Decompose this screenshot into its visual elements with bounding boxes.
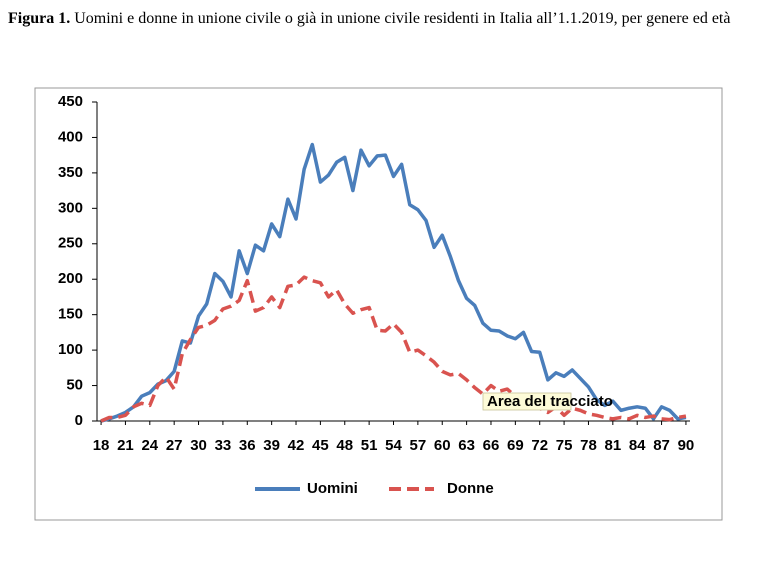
x-tick-label: 72 <box>531 437 548 454</box>
x-tick-label: 24 <box>141 437 158 454</box>
y-tick-label: 300 <box>58 199 83 216</box>
x-tick-label: 39 <box>263 437 280 454</box>
y-tick-label: 450 <box>58 93 83 110</box>
data-line <box>100 142 687 423</box>
x-tick-label: 57 <box>410 437 427 454</box>
x-tick-label: 27 <box>166 437 183 454</box>
tooltip-box <box>482 392 572 411</box>
data-line <box>100 275 687 423</box>
x-tick-label: 30 <box>190 437 207 454</box>
y-tick-label: 100 <box>58 341 83 358</box>
x-tick-label: 18 <box>93 437 110 454</box>
x-tick-label: 75 <box>556 437 573 454</box>
y-tick-label: 200 <box>58 270 83 287</box>
x-tick-label: 90 <box>678 437 695 454</box>
x-tick-label: 63 <box>458 437 475 454</box>
x-tick-label: 51 <box>361 437 378 454</box>
y-tick-label: 0 <box>75 412 83 429</box>
chart-title: Uomini e donne in unione civile o già in… <box>74 10 731 27</box>
x-tick-label: 45 <box>312 437 329 454</box>
x-tick-label: 81 <box>604 437 621 454</box>
x-tick-label: 36 <box>239 437 256 454</box>
chart-frame <box>34 87 723 521</box>
x-tick-label: 66 <box>483 437 500 454</box>
x-tick-label: 87 <box>653 437 670 454</box>
x-tick-label: 78 <box>580 437 597 454</box>
x-tick-label: 42 <box>288 437 305 454</box>
x-tick-label: 69 <box>507 437 524 454</box>
x-tick-label: 48 <box>336 437 353 454</box>
legend-label: Donne <box>447 480 494 497</box>
x-tick-label: 54 <box>385 437 402 454</box>
legend-label: Uomini <box>307 480 358 497</box>
y-tick-label: 350 <box>58 164 83 181</box>
y-tick-label: 150 <box>58 306 83 323</box>
x-tick-label: 33 <box>215 437 232 454</box>
x-tick-label: 84 <box>629 437 646 454</box>
figure-label: Figura 1. <box>8 10 71 27</box>
x-tick-label: 21 <box>117 437 134 454</box>
tooltip-text: Area del tracciato <box>487 393 613 410</box>
y-tick-label: 250 <box>58 235 83 252</box>
y-tick-label: 50 <box>66 377 83 394</box>
x-tick-label: 60 <box>434 437 451 454</box>
y-tick-label: 400 <box>58 128 83 145</box>
figure-caption: Figura 1. Uomini e donne in unione civil… <box>8 8 750 29</box>
